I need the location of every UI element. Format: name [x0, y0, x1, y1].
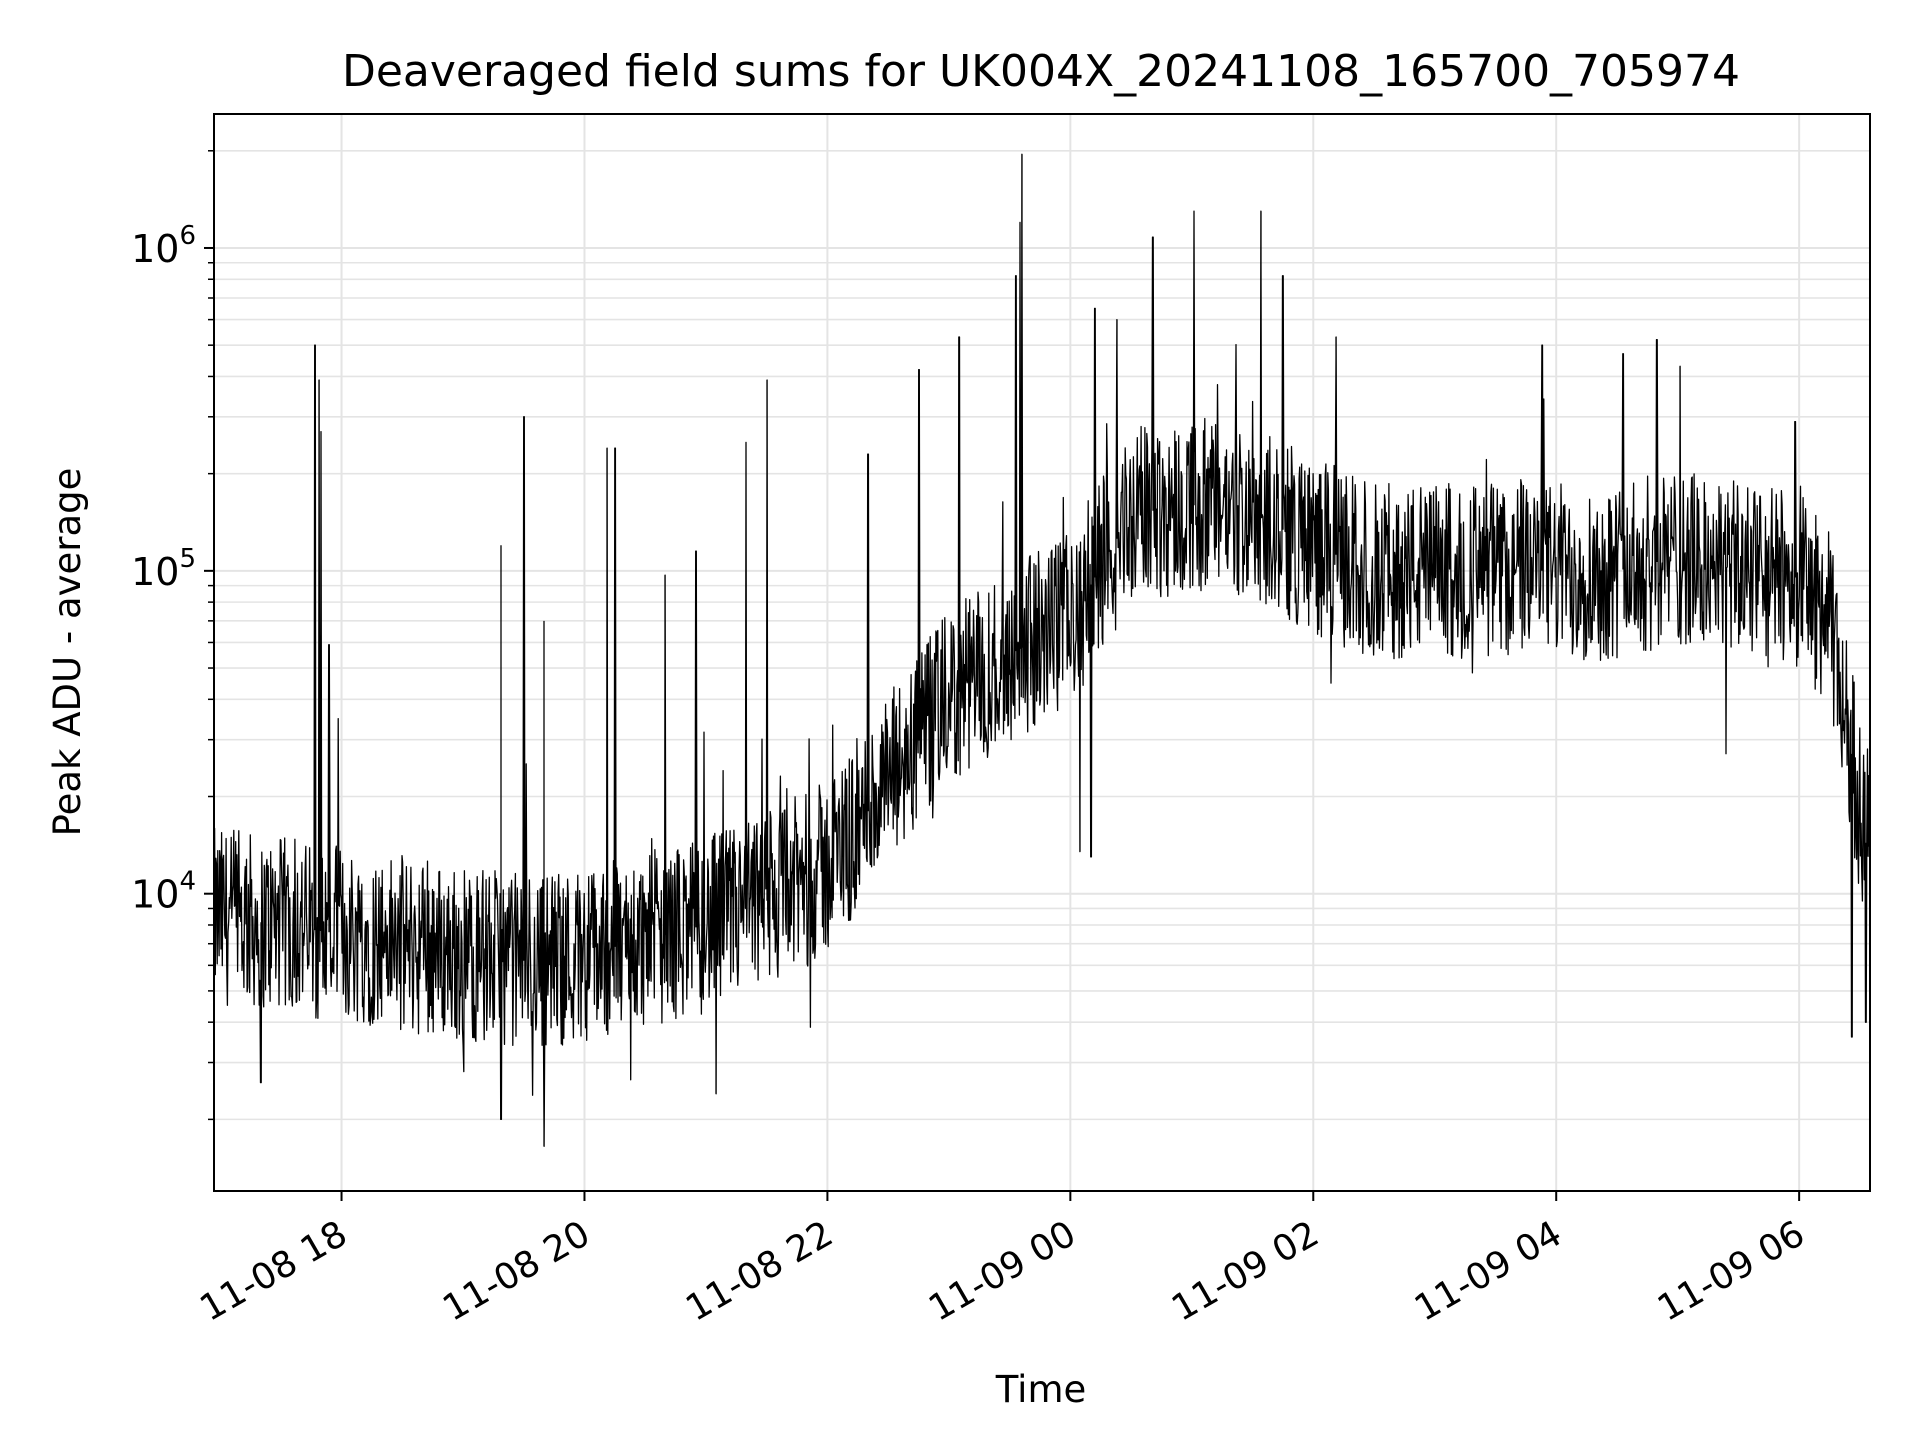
y-tick-label: 104 [131, 867, 196, 917]
x-axis-label: Time [995, 1368, 1087, 1411]
y-tick-label: 105 [131, 544, 196, 594]
chart-title: Deaveraged field sums for UK004X_2024110… [342, 46, 1740, 97]
y-axis-label: Peak ADU - average [46, 468, 89, 837]
series-line [214, 153, 1870, 1147]
plot-frame [213, 113, 1871, 1192]
y-tick-label: 106 [131, 221, 196, 271]
series-layer [214, 153, 1870, 1147]
y-axis-ticks: 104 105 106 [131, 150, 214, 1121]
